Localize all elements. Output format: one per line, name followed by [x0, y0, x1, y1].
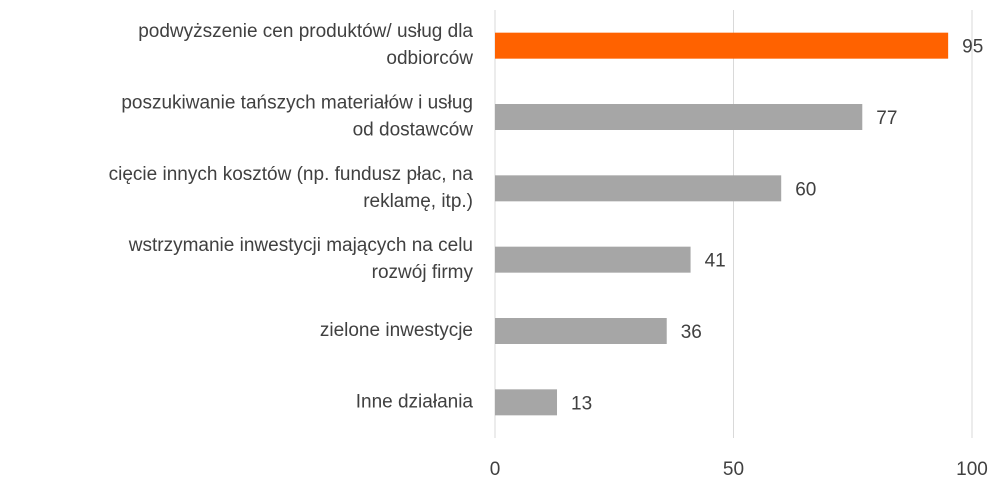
value-label: 60 — [795, 179, 816, 200]
x-tick-label: 100 — [956, 459, 988, 480]
y-tick-label: Inne działania — [356, 391, 474, 412]
y-tick-label: rozwój firmy — [372, 262, 474, 283]
x-tick-label: 50 — [723, 459, 744, 480]
value-label: 41 — [705, 251, 726, 272]
value-label: 36 — [681, 322, 702, 343]
bar — [495, 32, 949, 59]
bar — [495, 389, 558, 416]
y-tick-label: cięcie innych kosztów (np. fundusz płac,… — [109, 164, 474, 185]
value-label: 13 — [571, 393, 592, 414]
value-label: 77 — [876, 108, 897, 129]
y-tick-label: poszukiwanie tańszych materiałów i usług — [121, 93, 473, 114]
value-label: 95 — [962, 37, 983, 58]
y-tick-label: od dostawców — [353, 120, 474, 141]
bar — [495, 246, 691, 273]
x-tick-label: 0 — [490, 459, 501, 480]
bar — [495, 318, 667, 344]
y-tick-label: podwyższenie cen produktów/ usług dla — [138, 21, 473, 42]
y-tick-label: wstrzymanie inwestycji mających na celu — [128, 235, 473, 256]
bar — [495, 104, 863, 130]
y-tick-label: zielone inwestycje — [320, 320, 473, 341]
bar — [495, 175, 782, 202]
y-tick-label: reklamę, itp.) — [363, 191, 473, 212]
y-tick-label: odbiorców — [386, 48, 473, 69]
